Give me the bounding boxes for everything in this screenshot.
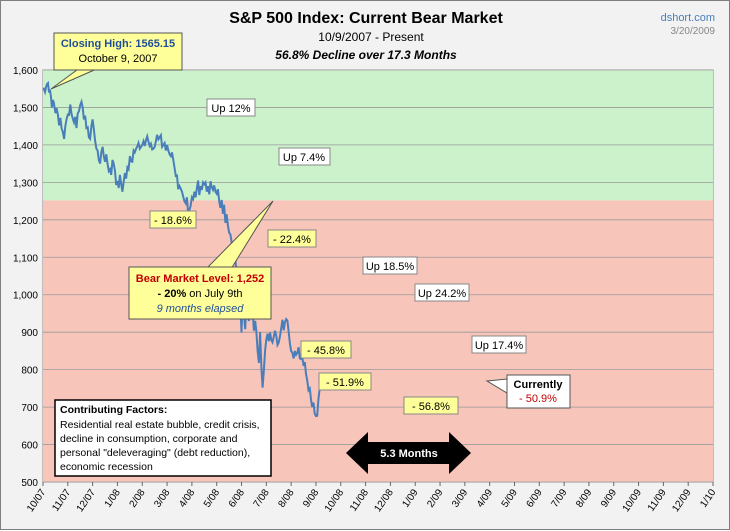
- source-label: dshort.com: [661, 12, 715, 24]
- y-tick-label: 1,300: [13, 178, 38, 189]
- down568-label: - 56.8%: [412, 401, 450, 413]
- currently-callout: [506, 374, 571, 409]
- x-axis: 10/07 11/07 12/07 1/08 2/08 3/08 4/08 5/08 6/08 7…: [25, 482, 719, 514]
- x-tick-label: 8/08: [276, 487, 296, 510]
- closing-high-date: October 9, 2007: [79, 53, 158, 65]
- up174-callout: [471, 335, 527, 354]
- up242-label: Up 24.2%: [418, 288, 467, 300]
- factors-line-2: decline in consumption, corporate and: [60, 433, 238, 445]
- x-tick-label: 12/08: [372, 487, 396, 514]
- factors-title: Contributing Factors:: [60, 404, 167, 416]
- x-tick-label: 12/07: [75, 487, 99, 514]
- y-axis: 500 600 700 800 900 1,000 1,100 1,200 1,300 1,400…: [13, 66, 38, 489]
- down458-callout: [300, 340, 352, 359]
- x-tick-label: 6/08: [227, 487, 247, 510]
- y-tick-label: 1,200: [13, 216, 38, 227]
- x-tick-label: 7/09: [549, 487, 569, 510]
- y-tick-label: 1,000: [13, 291, 38, 302]
- closing-high-label: Closing High: 1565.15: [61, 38, 175, 50]
- y-tick-label: 1,600: [13, 66, 38, 77]
- x-tick-label: 3/09: [450, 487, 470, 510]
- current-pct: - 50.9%: [519, 393, 557, 405]
- y-tick-label: 1,100: [13, 253, 38, 264]
- x-tick-label: 11/08: [348, 487, 371, 514]
- chart-subtitle: 10/9/2007 - Present: [318, 30, 424, 44]
- chart-subtitle-2: 56.8% Decline over 17.3 Months: [275, 48, 457, 62]
- sp500-line: [42, 80, 326, 418]
- down186-callout: [149, 210, 197, 229]
- bear-level-callout: [128, 266, 272, 320]
- x-tick-label: 5/08: [202, 487, 222, 510]
- currently-label: Currently: [514, 379, 564, 391]
- x-tick-label: 8/09: [574, 487, 594, 510]
- x-tick-label: 4/09: [475, 487, 495, 510]
- bear-level-date: on July 9th: [186, 288, 242, 300]
- x-tick-label: 11/07: [50, 487, 73, 514]
- y-tick-label: 600: [21, 441, 38, 452]
- x-tick-label: 3/08: [152, 487, 172, 510]
- factors-line-4: economic recession: [60, 461, 153, 473]
- x-tick-label: 4/08: [177, 487, 197, 510]
- factors-box: [54, 399, 272, 477]
- up185-label: Up 18.5%: [366, 261, 415, 273]
- months-label: 5.3 Months: [380, 448, 437, 460]
- down458-label: - 45.8%: [307, 345, 345, 357]
- closing-high-callout: [53, 32, 183, 71]
- x-tick-label: 6/09: [525, 487, 545, 510]
- bear-level-label: Bear Market Level: 1,252: [136, 273, 264, 285]
- x-tick-label: 11/09: [646, 487, 669, 514]
- x-tick-label: 2/09: [425, 487, 445, 510]
- factors-line-1: Residential real estate bubble, credit c…: [60, 419, 260, 431]
- y-tick-label: 1,400: [13, 141, 38, 152]
- up185-callout: [362, 256, 418, 275]
- bear-level-elapsed: 9 months elapsed: [157, 303, 245, 315]
- x-tick-label: 9/08: [301, 487, 321, 510]
- x-tick-label: 10/09: [621, 487, 645, 514]
- up74-callout: [278, 147, 331, 166]
- bear-level-detail: - 20% on July 9th: [157, 288, 242, 300]
- y-tick-label: 700: [21, 403, 38, 414]
- up12-callout: [206, 98, 256, 117]
- y-tick-label: 500: [21, 478, 38, 489]
- x-tick-label: 1/10: [698, 487, 718, 510]
- x-tick-label: 1/08: [103, 487, 123, 510]
- down186-label: - 18.6%: [154, 215, 192, 227]
- x-tick-label: 9/09: [599, 487, 619, 510]
- up12-label: Up 12%: [211, 103, 250, 115]
- down224-label: - 22.4%: [273, 234, 311, 246]
- down224-callout: [267, 229, 317, 248]
- factors-line-3: personal "deleveraging" (debt reduction)…: [60, 447, 250, 459]
- up174-label: Up 17.4%: [475, 340, 524, 352]
- y-tick-label: 800: [21, 366, 38, 377]
- x-tick-label: 1/09: [401, 487, 421, 510]
- bear-level-pct: - 20%: [157, 288, 186, 300]
- down568-callout: [403, 396, 459, 415]
- bull-zone: [43, 70, 713, 201]
- y-tick-label: 1,500: [13, 103, 38, 114]
- y-tick-label: 900: [21, 328, 38, 339]
- x-tick-label: 5/09: [500, 487, 520, 510]
- x-tick-label: 12/09: [670, 487, 694, 514]
- x-tick-label: 10/07: [25, 487, 49, 514]
- x-tick-label: 2/08: [128, 487, 148, 510]
- x-tick-label: 10/08: [323, 487, 347, 514]
- down519-callout: [318, 372, 372, 391]
- chart-title: S&P 500 Index: Current Bear Market: [229, 10, 503, 27]
- up242-callout: [414, 283, 470, 302]
- x-tick-label: 7/08: [252, 487, 272, 510]
- date-label: 3/20/2009: [671, 26, 716, 37]
- months-arrow: [346, 432, 471, 474]
- up74-label: Up 7.4%: [283, 152, 325, 164]
- down519-label: - 51.9%: [326, 377, 364, 389]
